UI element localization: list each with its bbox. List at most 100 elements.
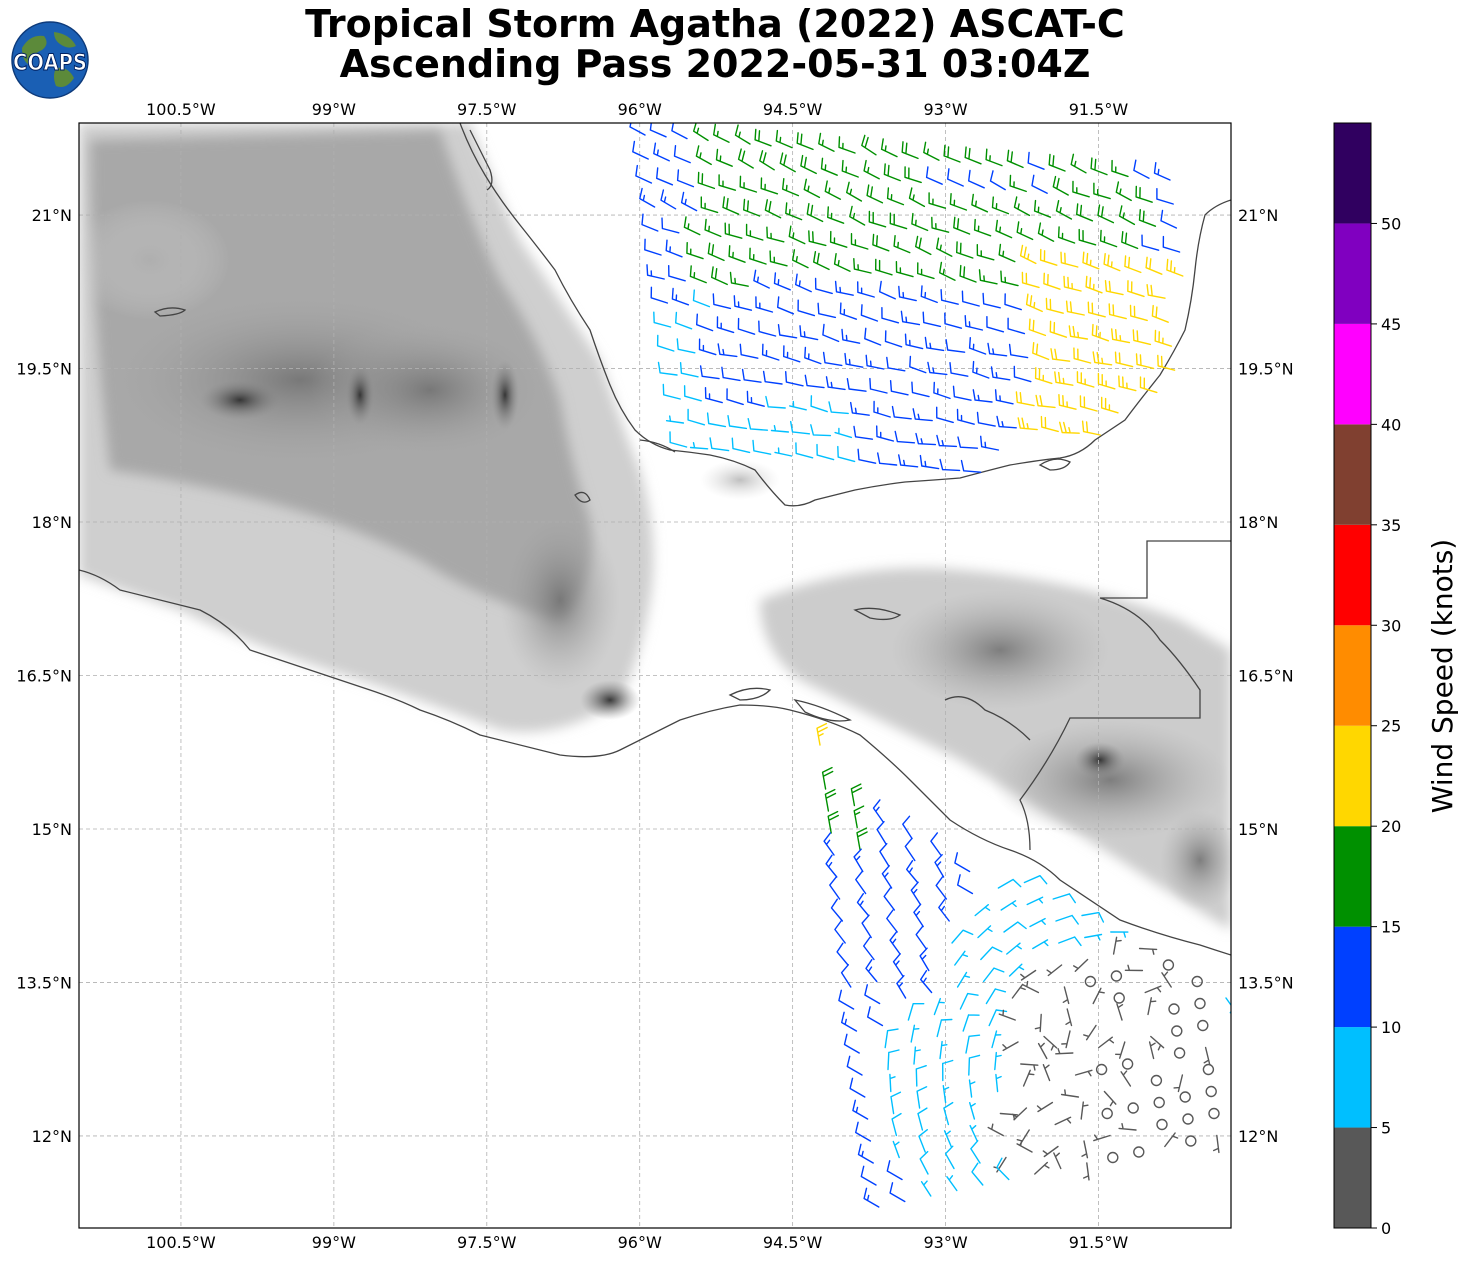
lon-tick-label-bottom: 94.5°W bbox=[763, 1233, 823, 1252]
colorbar-label: Wind Speed (knots) bbox=[1426, 539, 1459, 813]
wind-barb bbox=[810, 395, 828, 413]
wind-barb bbox=[1042, 1064, 1051, 1082]
wind-barb-calm bbox=[1153, 1096, 1165, 1109]
wind-barb bbox=[734, 124, 751, 145]
wind-barb bbox=[737, 317, 756, 335]
wind-barb bbox=[1013, 365, 1032, 383]
wind-barb bbox=[1023, 875, 1048, 885]
lon-tick-label-bottom: 96°W bbox=[618, 1233, 662, 1252]
wind-barb bbox=[861, 914, 872, 939]
lon-tick-label-bottom: 93°W bbox=[923, 1233, 967, 1252]
wind-barb bbox=[721, 366, 741, 382]
wind-barb bbox=[754, 128, 772, 147]
wind-barb bbox=[1022, 1069, 1035, 1087]
colorbar-bins bbox=[1334, 123, 1371, 1228]
terrain-blob bbox=[580, 680, 640, 720]
wind-barb bbox=[718, 174, 737, 191]
colorbar-tick-label: 10 bbox=[1381, 1018, 1401, 1037]
wind-barb bbox=[1062, 986, 1070, 1005]
wind-barb bbox=[1000, 900, 1017, 911]
lat-tick-label-right: 16.5°N bbox=[1238, 667, 1294, 686]
wind-barb bbox=[985, 148, 1003, 167]
wind-barb-calm bbox=[1173, 1047, 1186, 1059]
wind-barb-calm bbox=[1202, 1063, 1215, 1076]
wind-barb bbox=[1141, 234, 1160, 251]
wind-barb bbox=[830, 898, 844, 922]
wind-barb bbox=[1111, 328, 1131, 344]
wind-barb bbox=[841, 1011, 858, 1032]
wind-barb bbox=[917, 262, 935, 280]
wind-barb bbox=[1052, 175, 1069, 196]
wind-barb-calm bbox=[1084, 975, 1097, 988]
lat-tick-label-left: 18°N bbox=[32, 513, 72, 532]
wind-barb bbox=[679, 362, 699, 378]
wind-barb bbox=[1114, 351, 1134, 368]
wind-barb bbox=[834, 920, 846, 944]
wind-barb bbox=[1083, 1162, 1090, 1181]
wind-barb bbox=[799, 325, 819, 341]
wind-barb bbox=[930, 832, 942, 856]
wind-barb bbox=[669, 431, 688, 448]
lat-tick-labels-left: 21°N 19.5°N 18°N 16.5°N 15°N 13.5°N 12°N bbox=[16, 206, 72, 1146]
wind-barb bbox=[632, 140, 649, 160]
lat-tick-label-left: 12°N bbox=[32, 1127, 72, 1146]
wind-barb bbox=[893, 235, 911, 254]
wind-barb bbox=[875, 258, 893, 276]
wind-barb bbox=[827, 810, 839, 834]
wind-barb bbox=[971, 193, 989, 213]
wind-barb bbox=[822, 323, 840, 343]
wind-barb bbox=[977, 925, 993, 939]
wind-barb bbox=[1053, 1152, 1062, 1170]
wind-barb bbox=[883, 887, 896, 911]
wind-barb bbox=[906, 860, 919, 884]
wind-barb-calm bbox=[1162, 959, 1175, 971]
wind-barb bbox=[825, 376, 846, 391]
wind-barb bbox=[806, 203, 824, 223]
wind-barb bbox=[1008, 963, 1025, 977]
wind-barb bbox=[953, 216, 971, 235]
wind-barb bbox=[1050, 348, 1071, 362]
wind-barb bbox=[969, 1102, 976, 1120]
wind-barb bbox=[698, 338, 717, 356]
wind-barb bbox=[841, 159, 859, 178]
wind-barb bbox=[865, 959, 878, 983]
wind-barbs-layer bbox=[629, 123, 1231, 1208]
wind-barb bbox=[716, 316, 735, 334]
wind-barb bbox=[924, 336, 945, 352]
wind-barb bbox=[919, 454, 940, 470]
wind-barb bbox=[964, 315, 984, 331]
lake-chapala bbox=[153, 307, 187, 317]
wind-barb bbox=[1160, 209, 1178, 229]
plot-frame bbox=[78, 122, 1232, 1229]
wind-barb bbox=[884, 330, 903, 348]
wind-barb bbox=[869, 377, 888, 394]
wind-barb-calm bbox=[1133, 1146, 1145, 1158]
lat-tick-label-left: 13.5°N bbox=[16, 973, 72, 992]
wind-barb bbox=[1034, 1013, 1042, 1033]
wind-barb bbox=[733, 295, 753, 311]
colorbar-bin bbox=[1334, 323, 1371, 425]
wind-barb bbox=[943, 144, 961, 163]
wind-barb bbox=[956, 971, 971, 988]
wind-barb bbox=[952, 385, 972, 401]
wind-barb bbox=[673, 145, 691, 164]
wind-barb-calm bbox=[1121, 1058, 1134, 1070]
wind-barb-calm bbox=[1171, 1025, 1183, 1037]
wind-barb bbox=[1032, 342, 1050, 361]
wind-barb bbox=[973, 218, 992, 237]
terrain-blob bbox=[1075, 742, 1125, 778]
wind-barb bbox=[886, 356, 906, 372]
wind-barb bbox=[796, 132, 814, 151]
logo-text: COAPS bbox=[13, 51, 87, 76]
wind-barb bbox=[1164, 1132, 1179, 1148]
wind-barb bbox=[853, 425, 874, 440]
wind-barb bbox=[1146, 284, 1166, 299]
wind-barb bbox=[904, 837, 916, 862]
wind-barb bbox=[1092, 351, 1113, 366]
wind-barb bbox=[665, 239, 683, 258]
wind-barb bbox=[700, 196, 719, 214]
wind-barb bbox=[1076, 203, 1094, 222]
wind-barb bbox=[1042, 1145, 1059, 1158]
wind-barb bbox=[1073, 958, 1089, 972]
wind-barb bbox=[978, 269, 998, 285]
